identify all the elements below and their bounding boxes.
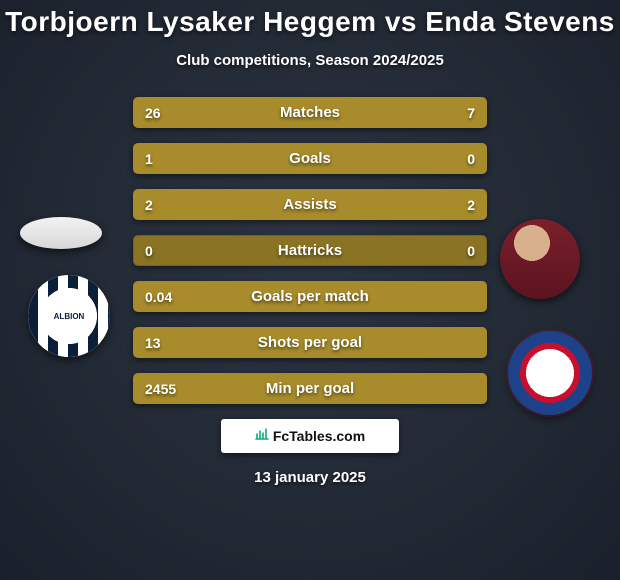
stat-value-right: 0 [417, 151, 487, 167]
club-crest-right [508, 331, 592, 415]
stat-row: 2Assists2 [133, 189, 487, 220]
stat-metric-label: Min per goal [203, 380, 417, 397]
date-label: 13 january 2025 [0, 469, 620, 486]
player-right-avatar [500, 219, 580, 299]
club-crest-left-label: ALBION [41, 288, 97, 344]
stat-rows: 26Matches71Goals02Assists20Hattricks00.0… [133, 97, 487, 404]
stat-metric-label: Assists [203, 196, 417, 213]
stat-value-left: 1 [133, 151, 203, 167]
stat-row: 26Matches7 [133, 97, 487, 128]
stat-value-left: 0 [133, 243, 203, 259]
branding-badge: FcTables.com [221, 419, 399, 453]
stat-metric-label: Shots per goal [203, 334, 417, 351]
stat-value-left: 13 [133, 335, 203, 351]
subtitle: Club competitions, Season 2024/2025 [0, 52, 620, 69]
player-left-avatar [20, 217, 102, 249]
stat-metric-label: Goals [203, 150, 417, 167]
stat-metric-label: Goals per match [203, 288, 417, 305]
stat-metric-label: Matches [203, 104, 417, 121]
stat-value-right: 0 [417, 243, 487, 259]
stat-row: 2455Min per goal [133, 373, 487, 404]
comparison-stage: ALBION 26Matches71Goals02Assists20Hattri… [0, 97, 620, 486]
chart-icon [255, 428, 269, 443]
stat-value-left: 26 [133, 105, 203, 121]
page-title: Torbjoern Lysaker Heggem vs Enda Stevens [0, 0, 620, 38]
club-crest-left: ALBION [28, 275, 110, 357]
stat-value-left: 2 [133, 197, 203, 213]
stat-row: 0.04Goals per match [133, 281, 487, 312]
stat-value-left: 2455 [133, 381, 203, 397]
stat-row: 13Shots per goal [133, 327, 487, 358]
stat-metric-label: Hattricks [203, 242, 417, 259]
stat-row: 0Hattricks0 [133, 235, 487, 266]
branding-text: FcTables.com [273, 428, 365, 444]
stat-value-left: 0.04 [133, 289, 203, 305]
stat-value-right: 2 [417, 197, 487, 213]
stat-row: 1Goals0 [133, 143, 487, 174]
stat-value-right: 7 [417, 105, 487, 121]
